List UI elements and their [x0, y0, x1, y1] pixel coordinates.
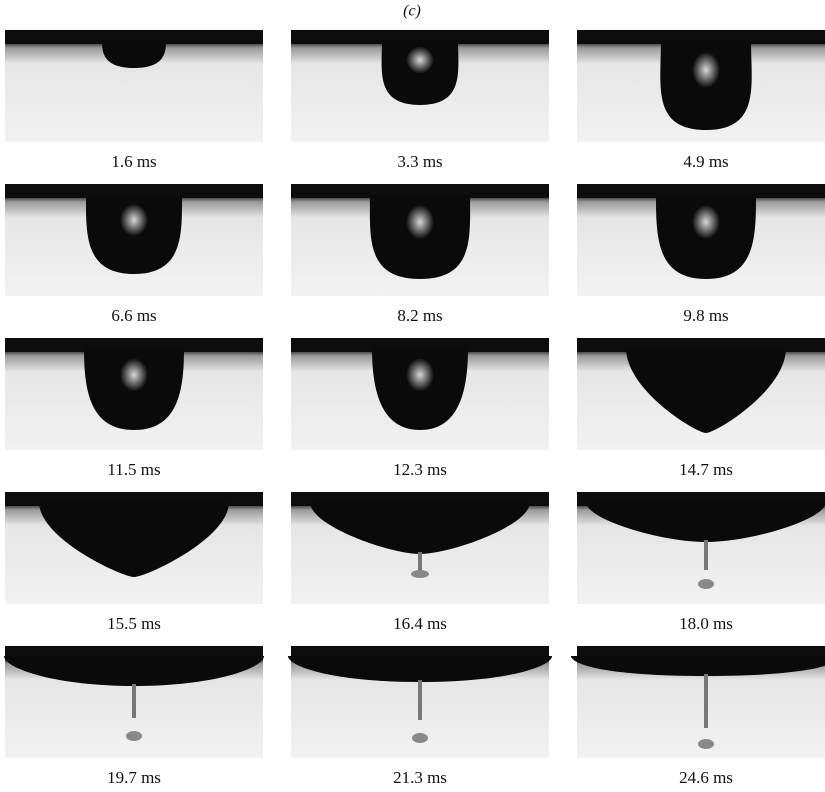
- highlight: [120, 358, 148, 392]
- photo-frame: [291, 338, 549, 450]
- photo-frame: [291, 30, 549, 142]
- frame-caption: 9.8 ms: [683, 306, 728, 325]
- plate: [577, 184, 825, 198]
- droplet: [626, 348, 786, 433]
- frame-caption: 1.6 ms: [111, 152, 156, 171]
- frame-caption: 24.6 ms: [679, 768, 733, 787]
- photo-frame: [4, 646, 264, 758]
- satellite-drop: [698, 739, 714, 749]
- frame-caption: 14.7 ms: [679, 460, 733, 479]
- plate: [5, 184, 263, 198]
- photo-frame: [577, 184, 825, 296]
- droplet: [288, 656, 552, 682]
- frame-caption: 16.4 ms: [393, 614, 447, 633]
- highlight: [406, 46, 434, 74]
- photo-frame: [291, 184, 549, 296]
- satellite-drop: [698, 579, 714, 589]
- frame-caption: 19.7 ms: [107, 768, 161, 787]
- satellite-drop: [412, 733, 428, 743]
- plate: [291, 338, 549, 352]
- photo-frame: [5, 492, 263, 604]
- plate: [291, 184, 549, 198]
- droplet: [39, 502, 229, 577]
- frame-caption: 18.0 ms: [679, 614, 733, 633]
- photo-frame: [5, 338, 263, 450]
- satellite-drop: [411, 570, 429, 578]
- photo-frame: [577, 30, 825, 142]
- frame-caption: 11.5 ms: [107, 460, 160, 479]
- frame-caption: 4.9 ms: [683, 152, 728, 171]
- photo-frame: [577, 492, 825, 604]
- plate: [5, 338, 263, 352]
- droplet: [102, 40, 166, 68]
- frame-caption: 3.3 ms: [397, 152, 442, 171]
- droplet: [586, 502, 825, 542]
- plate: [5, 30, 263, 44]
- highlight: [692, 204, 720, 240]
- photo-frame: [5, 30, 263, 142]
- droplet: [571, 656, 825, 676]
- photo-frame: [571, 646, 825, 758]
- highlight: [692, 52, 720, 88]
- frame-caption: 8.2 ms: [397, 306, 442, 325]
- frame-caption: 12.3 ms: [393, 460, 447, 479]
- droplet: [310, 502, 530, 554]
- frame-caption: 15.5 ms: [107, 614, 161, 633]
- photo-frame: [5, 184, 263, 296]
- satellite-drop: [126, 731, 142, 741]
- frame-caption: 6.6 ms: [111, 306, 156, 325]
- plate: [577, 30, 825, 44]
- photo-frame: [577, 338, 825, 450]
- plate: [291, 30, 549, 44]
- panel-label: (c): [403, 3, 421, 20]
- frame-caption: 21.3 ms: [393, 768, 447, 787]
- highlight: [406, 204, 434, 240]
- highlight: [406, 358, 434, 392]
- droplet: [4, 656, 264, 686]
- highlight: [120, 203, 148, 237]
- photo-frame: [291, 492, 549, 604]
- photo-frame: [288, 646, 552, 758]
